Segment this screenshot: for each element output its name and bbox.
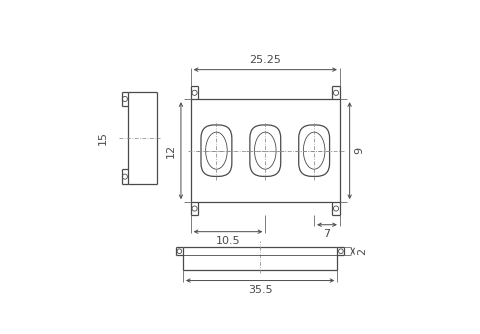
- Text: 12: 12: [166, 144, 176, 158]
- Text: 9: 9: [354, 147, 364, 154]
- Text: 15: 15: [97, 131, 108, 145]
- Text: 2: 2: [357, 248, 367, 255]
- Text: 35.5: 35.5: [248, 285, 273, 295]
- Text: 7: 7: [324, 229, 331, 239]
- Text: 25.25: 25.25: [249, 55, 281, 65]
- Text: 10.5: 10.5: [216, 236, 240, 246]
